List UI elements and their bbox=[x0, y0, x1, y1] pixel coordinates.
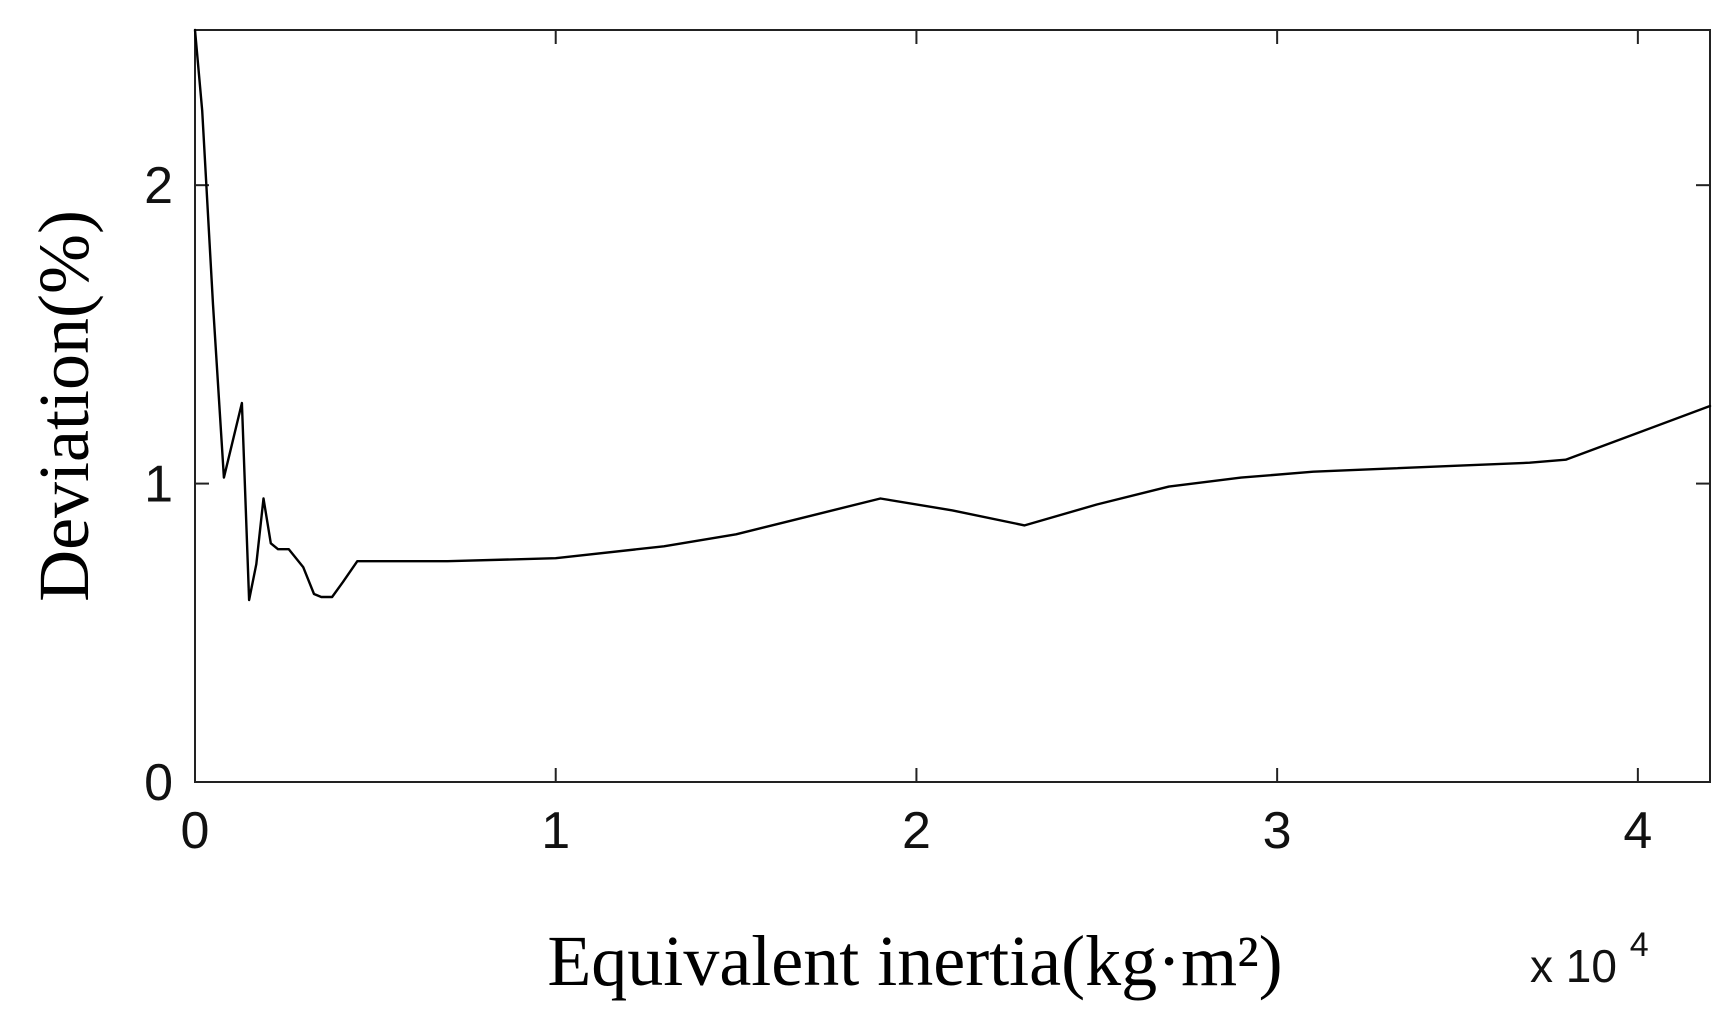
plot-frame bbox=[194, 29, 1711, 783]
y-tick-label: 0 bbox=[144, 754, 173, 812]
x-tick-label: 0 bbox=[181, 802, 210, 860]
x-tick-label: 4 bbox=[1623, 802, 1652, 860]
y-axis-title: Deviation(%) bbox=[24, 210, 104, 602]
y-tick-label: 2 bbox=[144, 157, 173, 215]
x-tick-label: 1 bbox=[541, 802, 570, 860]
x-axis-multiplier: x 10 4 bbox=[1530, 926, 1649, 992]
x-tick-label: 2 bbox=[902, 802, 931, 860]
x-tick-label: 3 bbox=[1263, 802, 1292, 860]
x-axis-multiplier-exponent: 4 bbox=[1630, 926, 1649, 964]
ticks-layer bbox=[194, 30, 1710, 783]
x-axis-title: Equivalent inertia(kg·m²) bbox=[547, 921, 1282, 1001]
y-tick-label: 1 bbox=[144, 456, 173, 514]
x-axis-multiplier-base: x 10 bbox=[1530, 940, 1617, 992]
deviation-series-line bbox=[193, 28, 1712, 602]
tick-labels-layer: 0 1 2 3 4 0 1 2 bbox=[144, 157, 1652, 860]
